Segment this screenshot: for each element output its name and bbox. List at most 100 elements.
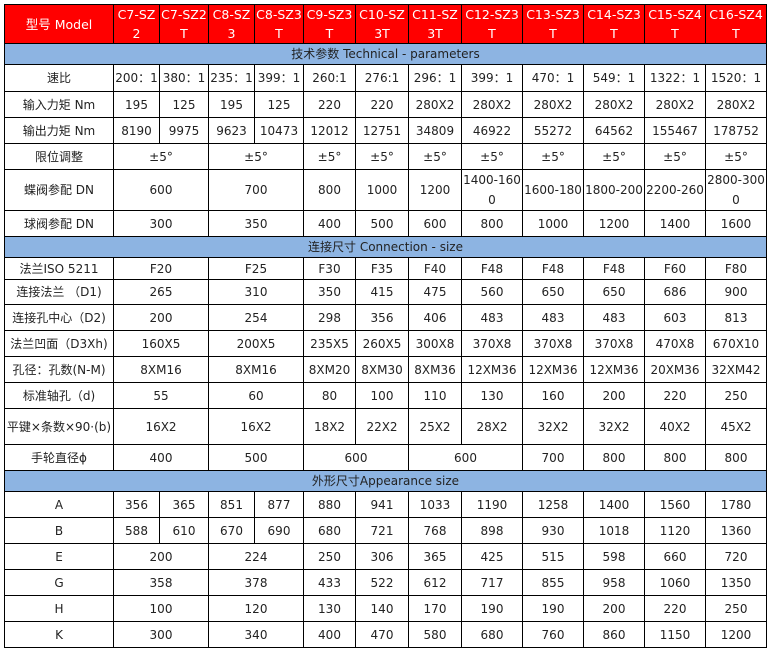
row-label: 输入力矩 Nm: [4, 91, 114, 118]
table-cell: 200: [583, 595, 645, 622]
table-cell: 32X2: [583, 408, 645, 445]
table-cell: 358: [113, 569, 209, 596]
table-cell: 220: [303, 91, 356, 118]
table-cell: 399：1: [254, 64, 304, 92]
table-cell: ±5°: [113, 143, 209, 170]
table-cell: 296：1: [408, 64, 462, 92]
table-cell: 415: [355, 279, 409, 305]
table-cell: 260:1: [303, 64, 356, 92]
table-cell: 32XM42: [705, 356, 767, 383]
table-cell: 12XM36: [522, 356, 584, 383]
table-cell: 1560: [644, 491, 706, 518]
table-cell: 1400-1600: [461, 169, 523, 211]
table-cell: 125: [254, 91, 304, 118]
table-cell: 425: [461, 543, 523, 570]
table-cell: 130: [461, 382, 523, 409]
table-row: 输出力矩 Nm 8190 9975 9623 10473 12012 12751 34809 4…: [4, 117, 767, 144]
table-cell: 598: [583, 543, 645, 570]
table-cell: 20XM36: [644, 356, 706, 383]
table-cell: 760: [522, 621, 584, 648]
row-label: 孔径：孔数(N-M): [4, 356, 114, 383]
table-cell: 365: [159, 491, 209, 518]
table-cell: 235X5: [303, 330, 356, 357]
table-cell: 254: [208, 304, 304, 331]
spec-table: 型号 Model C7-SZ2 C7-SZ2T C8-SZ3 C8-SZ3T C9-SZ3…: [4, 4, 767, 648]
table-cell: 813: [705, 304, 767, 331]
row-label: H: [4, 595, 114, 622]
table-cell: 370X8: [522, 330, 584, 357]
table-cell: 265: [113, 279, 209, 305]
table-cell: 1150: [644, 621, 706, 648]
table-cell: 340: [208, 621, 304, 648]
row-label: 连接法兰 （D1): [4, 279, 114, 305]
model-header-cell: C7-SZ2: [113, 4, 160, 44]
table-cell: 1400: [583, 491, 645, 518]
row-label: K: [4, 621, 114, 648]
table-cell: F40: [408, 257, 462, 280]
table-cell: 220: [355, 91, 409, 118]
table-cell: 941: [355, 491, 409, 518]
table-cell: 680: [303, 517, 356, 544]
table-cell: 475: [408, 279, 462, 305]
table-cell: 60: [208, 382, 304, 409]
table-cell: 300X8: [408, 330, 462, 357]
section-header-row: 外形尺寸Appearance size: [4, 470, 767, 492]
table-cell: 280X2: [644, 91, 706, 118]
table-cell: 612: [408, 569, 462, 596]
table-cell: 700: [208, 169, 304, 211]
table-cell: 195: [113, 91, 160, 118]
table-cell: 280X2: [522, 91, 584, 118]
table-cell: 12751: [355, 117, 409, 144]
table-cell: 190: [522, 595, 584, 622]
table-cell: 600: [303, 444, 409, 471]
table-cell: 8XM20: [303, 356, 356, 383]
table-cell: F30: [303, 257, 356, 280]
row-label: 标准轴孔（d): [4, 382, 114, 409]
table-cell: 1800-200: [583, 169, 645, 211]
table-row: 孔径：孔数(N-M) 8XM16 8XM16 8XM20 8XM30 8XM36 12XM3…: [4, 356, 767, 383]
row-label: E: [4, 543, 114, 570]
table-cell: ±5°: [355, 143, 409, 170]
table-cell: 1033: [408, 491, 462, 518]
table-cell: 1200: [705, 621, 767, 648]
row-label: 输出力矩 Nm: [4, 117, 114, 144]
table-cell: 1060: [644, 569, 706, 596]
table-cell: 483: [461, 304, 523, 331]
table-cell: 721: [355, 517, 409, 544]
table-cell: 34809: [408, 117, 462, 144]
table-cell: 178752: [705, 117, 767, 144]
table-cell: 16X2: [208, 408, 304, 445]
table-cell: 958: [583, 569, 645, 596]
table-row: 连接孔中心（D2) 200 254 298 356 406 483 483 483 603 813: [4, 304, 767, 331]
table-cell: 260X5: [355, 330, 409, 357]
table-cell: 400: [113, 444, 209, 471]
table-cell: 160X5: [113, 330, 209, 357]
table-cell: 470：1: [522, 64, 584, 92]
table-cell: 1120: [644, 517, 706, 544]
row-label: 手轮直径ϕ: [4, 444, 114, 471]
table-cell: 470X8: [644, 330, 706, 357]
table-cell: 120: [208, 595, 304, 622]
model-header-cell: C8-SZ3: [208, 4, 255, 44]
table-cell: 12XM36: [583, 356, 645, 383]
table-cell: 1200: [583, 210, 645, 237]
table-cell: 2200-260: [644, 169, 706, 211]
table-cell: 280X2: [583, 91, 645, 118]
table-cell: 898: [461, 517, 523, 544]
table-cell: F25: [208, 257, 304, 280]
table-cell: 224: [208, 543, 304, 570]
table-cell: ±5°: [644, 143, 706, 170]
section-title: 技术参数 Technical - parameters: [4, 43, 767, 65]
row-label: G: [4, 569, 114, 596]
table-cell: 930: [522, 517, 584, 544]
table-cell: 660: [644, 543, 706, 570]
table-cell: 433: [303, 569, 356, 596]
table-cell: 768: [408, 517, 462, 544]
row-label: 法兰ISO 5211: [4, 257, 114, 280]
table-row: G 358 378 433 522 612 717 855 958 1060 1350: [4, 569, 767, 596]
table-row: 连接法兰 （D1) 265 310 350 415 475 560 650 650 686 900: [4, 279, 767, 305]
table-cell: 12012: [303, 117, 356, 144]
table-cell: 2800-3000: [705, 169, 767, 211]
table-cell: F80: [705, 257, 767, 280]
table-cell: 370X8: [583, 330, 645, 357]
